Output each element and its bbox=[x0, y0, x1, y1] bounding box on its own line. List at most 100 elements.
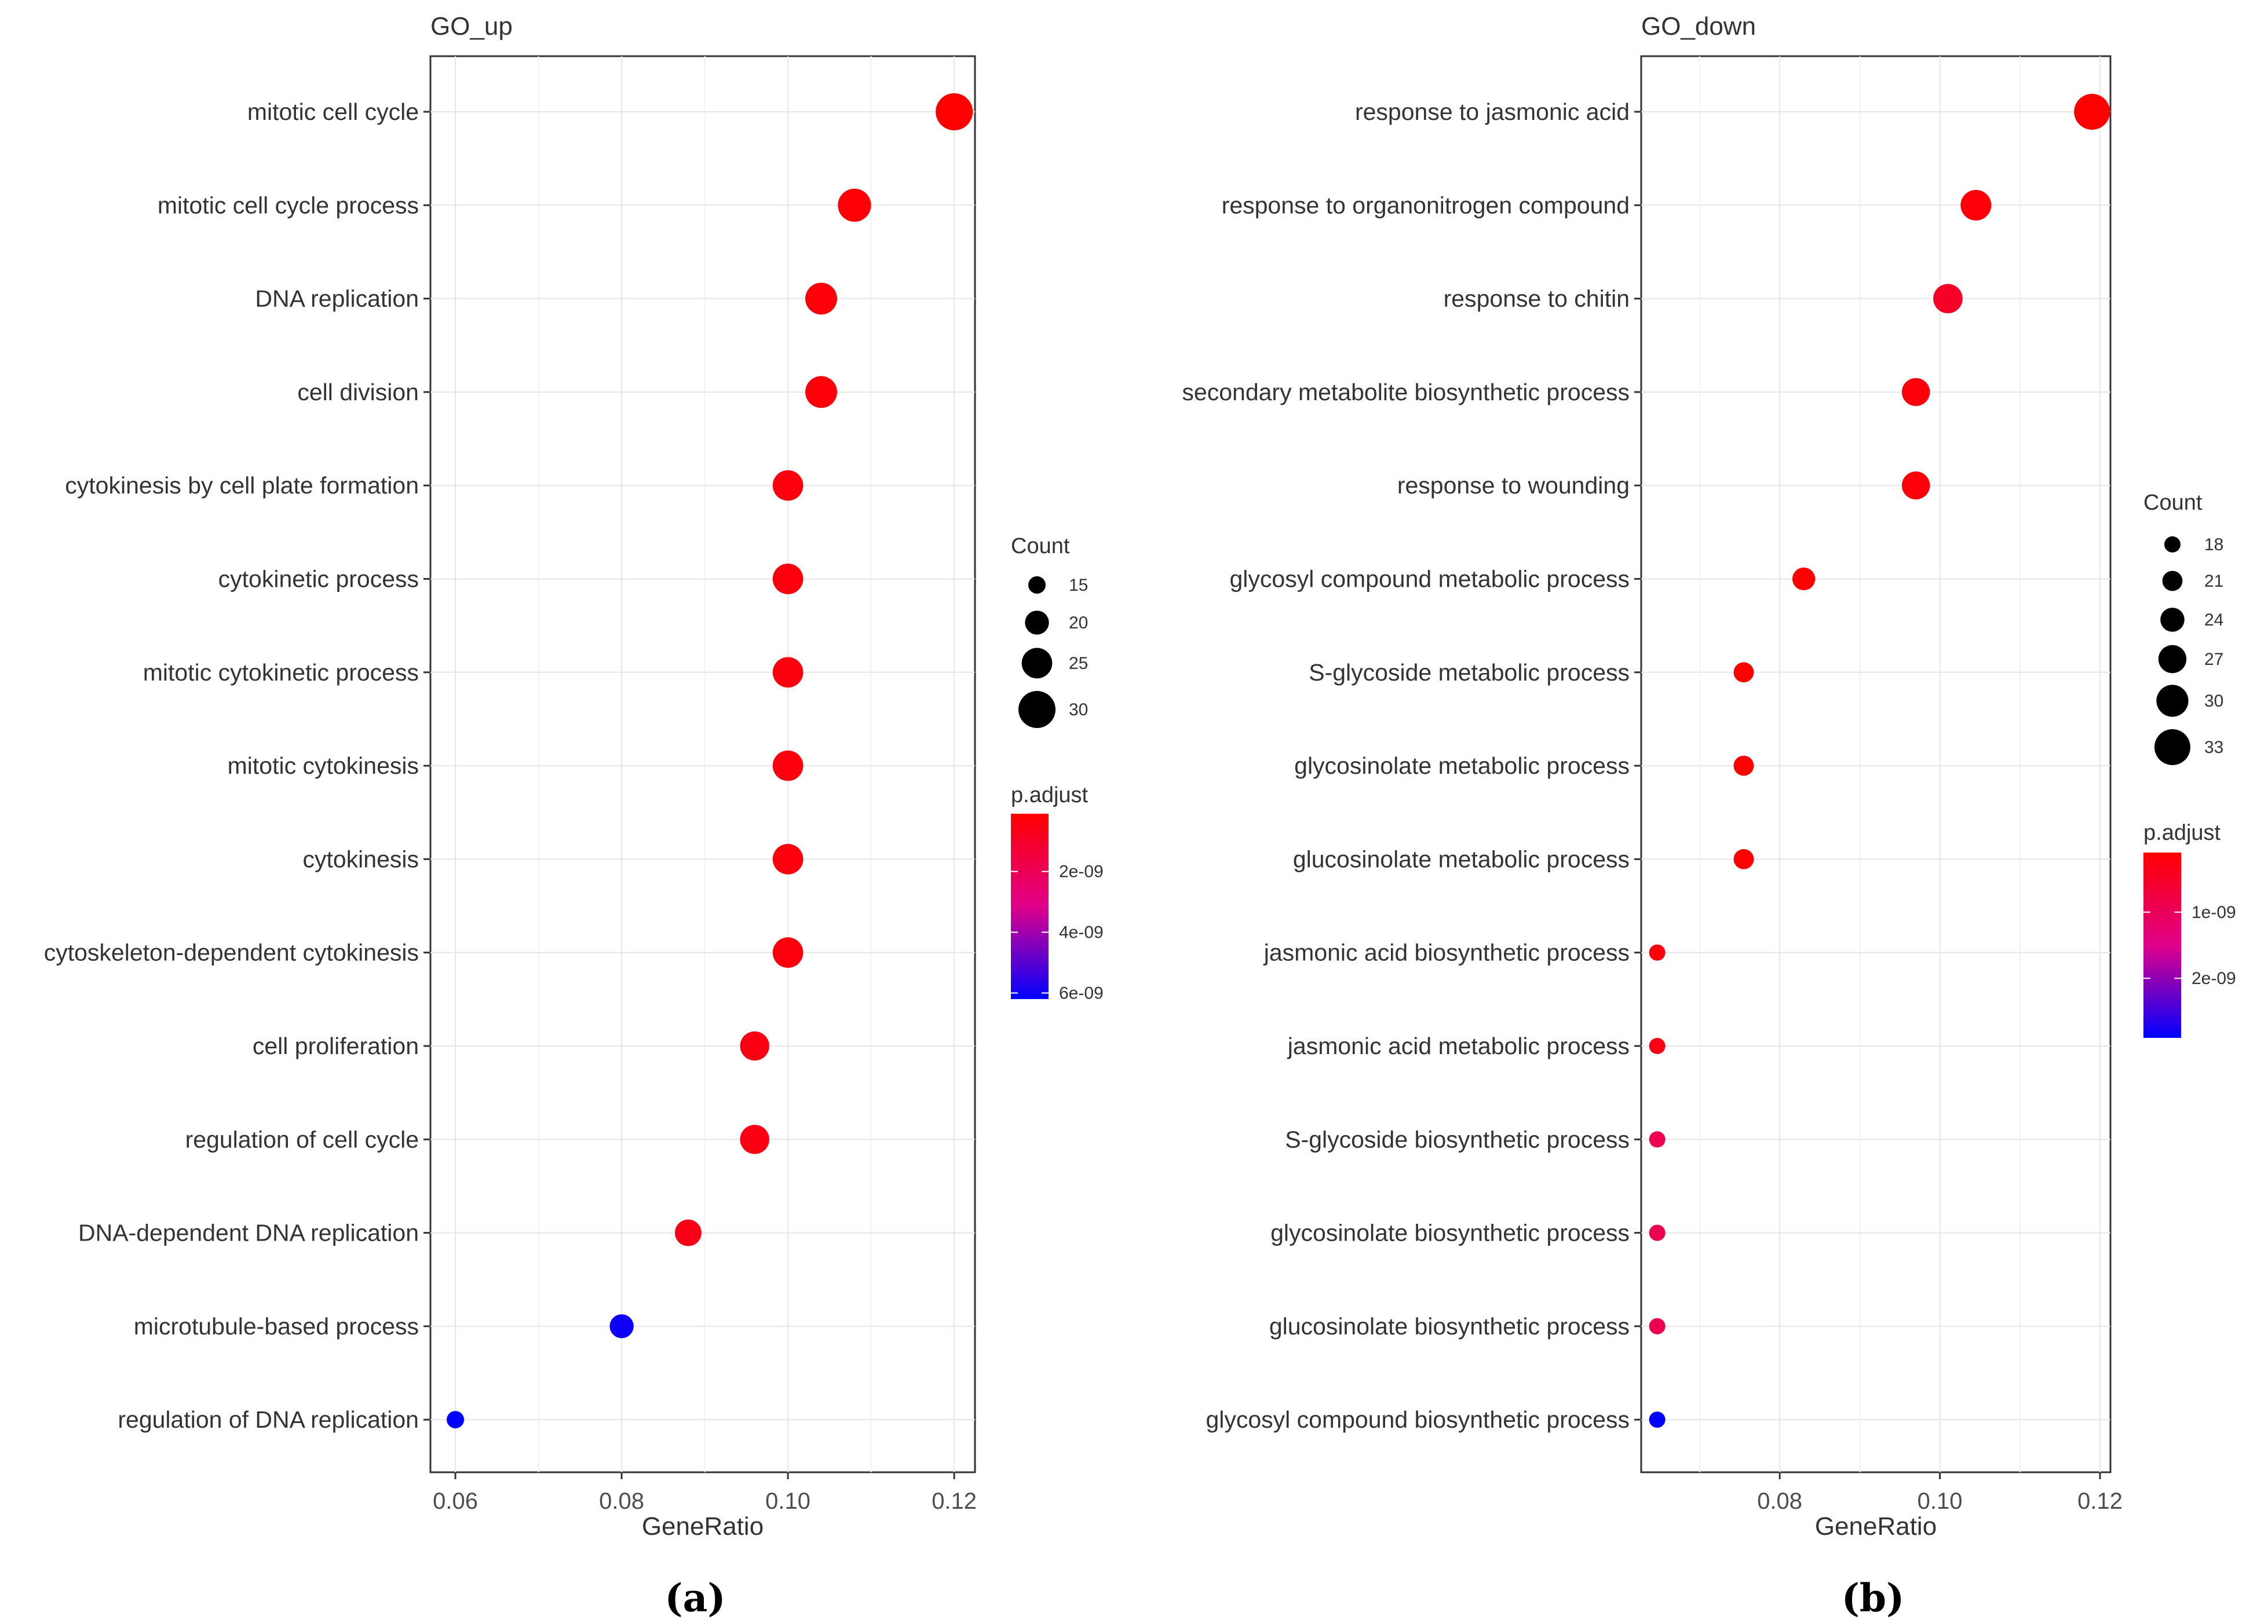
category-label: response to jasmonic acid bbox=[1355, 98, 1630, 125]
legend-count-label: 25 bbox=[1069, 654, 1088, 673]
category-label: cytokinetic process bbox=[218, 566, 419, 592]
data-point bbox=[1733, 755, 1754, 776]
data-point bbox=[772, 470, 804, 501]
x-tick-label: 0.08 bbox=[599, 1488, 644, 1514]
category-label: mitotic cytokinetic process bbox=[143, 659, 419, 686]
x-axis-title: GeneRatio bbox=[642, 1512, 764, 1541]
data-point bbox=[1960, 189, 1992, 221]
data-points bbox=[447, 93, 973, 1429]
legend-padjust: p.adjust 1e-09 2e-09 bbox=[2143, 821, 2236, 1038]
data-point bbox=[609, 1314, 634, 1338]
legend-count-dot bbox=[1028, 576, 1046, 594]
x-tick-label: 0.10 bbox=[765, 1488, 810, 1514]
category-label: cytoskeleton-dependent cytokinesis bbox=[44, 939, 419, 966]
category-label: regulation of cell cycle bbox=[185, 1126, 419, 1153]
x-tick-label: 0.12 bbox=[932, 1488, 977, 1514]
panel-caption: (a) bbox=[664, 1575, 725, 1621]
data-point bbox=[772, 750, 804, 781]
legend-padjust-ticks: 2e-09 4e-09 6e-09 bbox=[1011, 862, 1104, 1003]
legend-count-dot bbox=[2162, 570, 2183, 591]
legend-count-items: 18 21 24 27 30 33 bbox=[2154, 535, 2223, 765]
colorbar-label: 2e-09 bbox=[1059, 862, 1104, 882]
category-label: jasmonic acid biosynthetic process bbox=[1263, 939, 1630, 966]
data-point bbox=[1901, 471, 1930, 500]
legend-count-label: 30 bbox=[1069, 700, 1088, 719]
data-point bbox=[1649, 944, 1666, 961]
legend-padjust-ticks: 1e-09 2e-09 bbox=[2143, 903, 2236, 988]
category-label: S-glycoside metabolic process bbox=[1309, 659, 1630, 686]
data-point bbox=[805, 283, 837, 315]
data-point bbox=[1649, 1038, 1666, 1054]
legend-count-dot bbox=[1021, 648, 1053, 679]
legend-count-dot bbox=[2154, 729, 2190, 765]
legend-count-dot bbox=[2156, 685, 2189, 717]
data-point bbox=[1901, 378, 1930, 407]
data-point bbox=[1649, 1224, 1666, 1241]
data-point bbox=[1649, 1411, 1666, 1428]
panel-caption: (b) bbox=[1842, 1575, 1905, 1621]
category-label: glycosinolate metabolic process bbox=[1294, 752, 1630, 779]
data-point bbox=[772, 844, 804, 875]
legend-count-dot bbox=[2164, 536, 2181, 553]
legend-count-label: 27 bbox=[2204, 650, 2223, 669]
x-tick-label: 0.12 bbox=[2077, 1488, 2123, 1514]
category-label: response to organonitrogen compound bbox=[1222, 192, 1630, 218]
x-tick-label: 0.10 bbox=[1918, 1488, 1963, 1514]
x-tick-label: 0.08 bbox=[1757, 1488, 1802, 1514]
data-point bbox=[838, 188, 871, 222]
category-label: cell proliferation bbox=[253, 1033, 419, 1059]
legend-count-label: 33 bbox=[2204, 738, 2223, 757]
legend-count-label: 30 bbox=[2204, 692, 2223, 711]
plot-title: GO_up bbox=[430, 12, 513, 41]
category-labels: mitotic cell cycle mitotic cell cycle pro… bbox=[44, 98, 430, 1433]
category-label: cell division bbox=[297, 379, 419, 405]
data-point bbox=[447, 1411, 465, 1429]
legend-count-label: 24 bbox=[2204, 610, 2223, 630]
data-point bbox=[740, 1125, 769, 1154]
data-point bbox=[674, 1219, 702, 1246]
legend-padjust-title: p.adjust bbox=[1011, 783, 1089, 807]
category-label: secondary metabolite biosynthetic proces… bbox=[1182, 379, 1630, 405]
colorbar-label: 1e-09 bbox=[2192, 903, 2236, 922]
legend-count-label: 18 bbox=[2204, 535, 2223, 554]
category-label: cytokinesis by cell plate formation bbox=[65, 472, 419, 499]
category-label: glucosinolate biosynthetic process bbox=[1269, 1313, 1630, 1340]
legend-padjust-colorbar bbox=[2143, 853, 2181, 1038]
data-point bbox=[936, 93, 973, 130]
category-labels: response to jasmonic acid response to org… bbox=[1182, 98, 1641, 1433]
category-label: regulation of DNA replication bbox=[118, 1406, 419, 1433]
data-point bbox=[1649, 1131, 1666, 1148]
data-point bbox=[805, 376, 837, 408]
legend-count-label: 15 bbox=[1069, 576, 1088, 595]
legend-count-label: 20 bbox=[1069, 613, 1088, 632]
x-tick-label: 0.06 bbox=[433, 1488, 478, 1514]
legend-count-dot bbox=[1018, 691, 1056, 728]
data-point bbox=[772, 657, 804, 688]
x-axis-ticks: 0.08 0.10 0.12 bbox=[1757, 1472, 2123, 1514]
category-label: S-glycoside biosynthetic process bbox=[1285, 1126, 1630, 1153]
category-label: response to chitin bbox=[1444, 286, 1630, 312]
legend-count-dot bbox=[2160, 608, 2185, 632]
plot-title: GO_down bbox=[1641, 12, 1756, 41]
x-axis-title: GeneRatio bbox=[1815, 1512, 1937, 1541]
colorbar-label: 4e-09 bbox=[1059, 923, 1104, 942]
legend-padjust: p.adjust 2e-09 4e-09 6e-09 bbox=[1011, 783, 1104, 1003]
legend-count-title: Count bbox=[2143, 491, 2203, 515]
category-label: mitotic cytokinesis bbox=[228, 752, 419, 779]
category-label: cytokinesis bbox=[302, 846, 419, 872]
category-label: mitotic cell cycle bbox=[247, 98, 419, 125]
category-label: DNA-dependent DNA replication bbox=[78, 1220, 419, 1246]
data-point bbox=[772, 564, 804, 594]
category-label: glucosinolate metabolic process bbox=[1293, 846, 1630, 872]
data-point bbox=[1792, 567, 1816, 591]
data-point bbox=[1733, 662, 1754, 683]
legend-count: Count 15 20 25 30 bbox=[1011, 534, 1088, 728]
legend-count-dot bbox=[2158, 645, 2187, 674]
plot-panel bbox=[429, 55, 976, 1473]
legend-count-title: Count bbox=[1011, 534, 1070, 558]
data-point bbox=[2074, 94, 2110, 130]
data-point bbox=[1649, 1318, 1666, 1334]
legend-count-dot bbox=[1025, 610, 1049, 635]
colorbar-label: 2e-09 bbox=[2192, 969, 2236, 988]
